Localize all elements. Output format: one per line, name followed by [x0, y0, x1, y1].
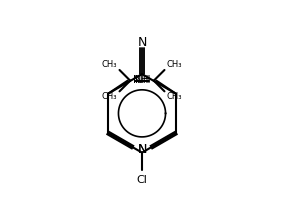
- Text: CH₃: CH₃: [102, 60, 117, 69]
- Text: NH: NH: [133, 75, 149, 85]
- Text: N: N: [137, 143, 147, 156]
- Text: N: N: [137, 143, 147, 156]
- Text: Cl: Cl: [137, 175, 147, 185]
- Text: N: N: [137, 36, 147, 49]
- Text: CH₃: CH₃: [167, 60, 182, 69]
- Text: CH₃: CH₃: [167, 92, 182, 101]
- Text: NH: NH: [135, 75, 151, 85]
- Text: CH₃: CH₃: [102, 92, 117, 101]
